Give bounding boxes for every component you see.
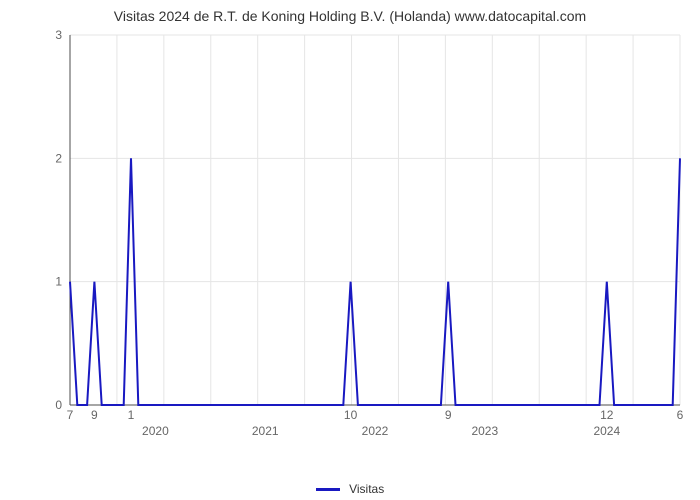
svg-text:2: 2 <box>55 151 62 165</box>
legend-line <box>316 488 340 491</box>
svg-text:2021: 2021 <box>252 424 279 438</box>
svg-text:2022: 2022 <box>362 424 389 438</box>
svg-text:7: 7 <box>67 408 74 422</box>
svg-text:3: 3 <box>55 30 62 42</box>
chart-title: Visitas 2024 de R.T. de Koning Holding B… <box>0 0 700 24</box>
svg-text:12: 12 <box>600 408 614 422</box>
svg-text:0: 0 <box>55 398 62 412</box>
svg-text:2020: 2020 <box>142 424 169 438</box>
svg-text:6: 6 <box>677 408 684 422</box>
svg-text:9: 9 <box>445 408 452 422</box>
legend-label: Visitas <box>349 482 384 496</box>
legend: Visitas <box>0 482 700 496</box>
svg-text:10: 10 <box>344 408 358 422</box>
svg-text:1: 1 <box>55 275 62 289</box>
svg-text:2024: 2024 <box>593 424 620 438</box>
svg-text:1: 1 <box>128 408 135 422</box>
svg-text:2023: 2023 <box>471 424 498 438</box>
chart-plot-area: 012379110912620202021202220232024 <box>45 30 685 450</box>
chart-svg: 012379110912620202021202220232024 <box>45 30 685 450</box>
svg-text:9: 9 <box>91 408 98 422</box>
